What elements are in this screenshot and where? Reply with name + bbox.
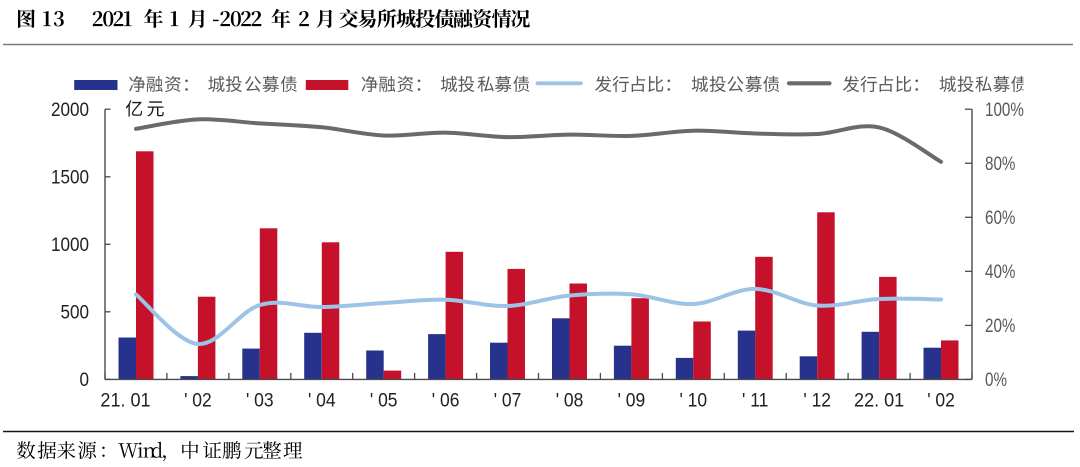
svg-text:80%: 80%: [985, 152, 1015, 174]
svg-text:' 06: ' 06: [432, 389, 460, 411]
svg-text:' 10: ' 10: [679, 389, 707, 411]
svg-text:0%: 0%: [985, 369, 1007, 391]
svg-text:' 12: ' 12: [803, 389, 831, 411]
svg-text:0: 0: [79, 369, 89, 390]
svg-text:21. 01: 21. 01: [100, 389, 150, 411]
svg-text:' 09: ' 09: [618, 389, 646, 411]
svg-text:1500: 1500: [51, 167, 89, 188]
svg-text:' 03: ' 03: [246, 389, 274, 411]
svg-text:500: 500: [60, 302, 89, 323]
svg-text:60%: 60%: [985, 206, 1015, 228]
svg-text:' 07: ' 07: [494, 389, 522, 411]
svg-text:' 04: ' 04: [308, 389, 336, 411]
svg-text:1000: 1000: [51, 234, 89, 255]
svg-text:' 05: ' 05: [370, 389, 398, 411]
svg-text:' 08: ' 08: [556, 389, 584, 411]
svg-text:40%: 40%: [985, 260, 1015, 282]
svg-text:22. 01: 22. 01: [854, 389, 904, 411]
svg-text:100%: 100%: [985, 98, 1024, 120]
svg-text:20%: 20%: [985, 315, 1015, 337]
svg-text:' 02: ' 02: [927, 389, 955, 411]
svg-text:' 02: ' 02: [184, 389, 212, 411]
svg-text:2000: 2000: [51, 99, 89, 120]
svg-text:' 11: ' 11: [742, 389, 768, 411]
